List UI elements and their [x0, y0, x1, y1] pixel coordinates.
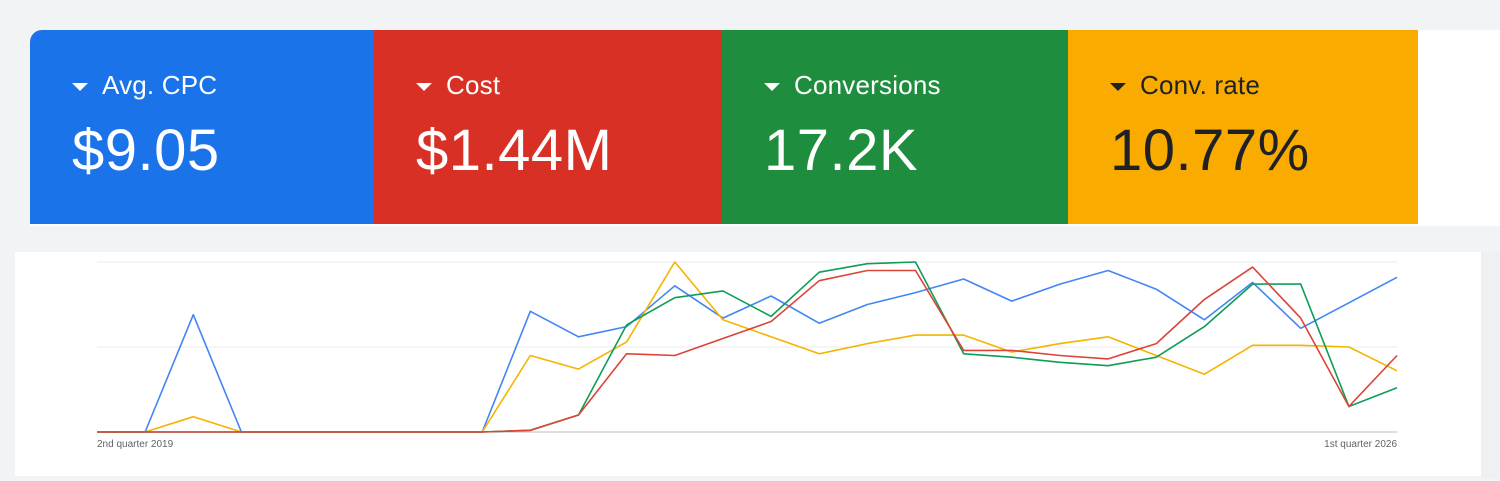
scorecard-header: Conv. rate — [1110, 70, 1260, 101]
scorecard-avg-cpc[interactable]: Avg. CPC $9.05 — [30, 30, 374, 224]
scorecard-header: Avg. CPC — [72, 70, 217, 101]
series-line-3 — [97, 266, 1398, 433]
line-chart: 2nd quarter 2019 1st quarter 2026 — [15, 252, 1481, 476]
scorecard-value: 10.77% — [1110, 118, 1310, 183]
caret-down-icon — [764, 82, 780, 91]
right-edge — [1481, 252, 1500, 478]
scorecard-value: $1.44M — [416, 118, 613, 183]
caret-down-icon — [416, 82, 432, 91]
x-tick-label-end: 1st quarter 2026 — [1324, 439, 1397, 450]
scorecard-label: Conv. rate — [1140, 70, 1261, 100]
series-line-0 — [97, 269, 1398, 433]
scorecard-cost[interactable]: Cost $1.44M — [374, 30, 722, 224]
scorecard-label: Cost — [446, 70, 501, 100]
scorecard-row: Avg. CPC $9.05 Cost $1.44M Conversions 1… — [30, 30, 1418, 224]
caret-down-icon — [1110, 82, 1126, 91]
line-chart-svg: 2nd quarter 2019 1st quarter 2026 — [97, 261, 1398, 450]
x-tick-label-start: 2nd quarter 2019 — [97, 439, 174, 450]
scorecard-label: Avg. CPC — [102, 70, 218, 100]
scorecard-conv-rate[interactable]: Conv. rate 10.77% — [1068, 30, 1418, 224]
scorecard-value: 17.2K — [764, 118, 919, 183]
scorecard-label: Conversions — [794, 70, 941, 100]
scorecard-conversions[interactable]: Conversions 17.2K — [722, 30, 1068, 224]
scorecard-header: Cost — [416, 70, 500, 101]
scorecard-panel: Avg. CPC $9.05 Cost $1.44M Conversions 1… — [30, 30, 1500, 226]
scorecard-value: $9.05 — [72, 118, 220, 183]
caret-down-icon — [72, 82, 88, 91]
scorecard-header: Conversions — [764, 70, 941, 101]
